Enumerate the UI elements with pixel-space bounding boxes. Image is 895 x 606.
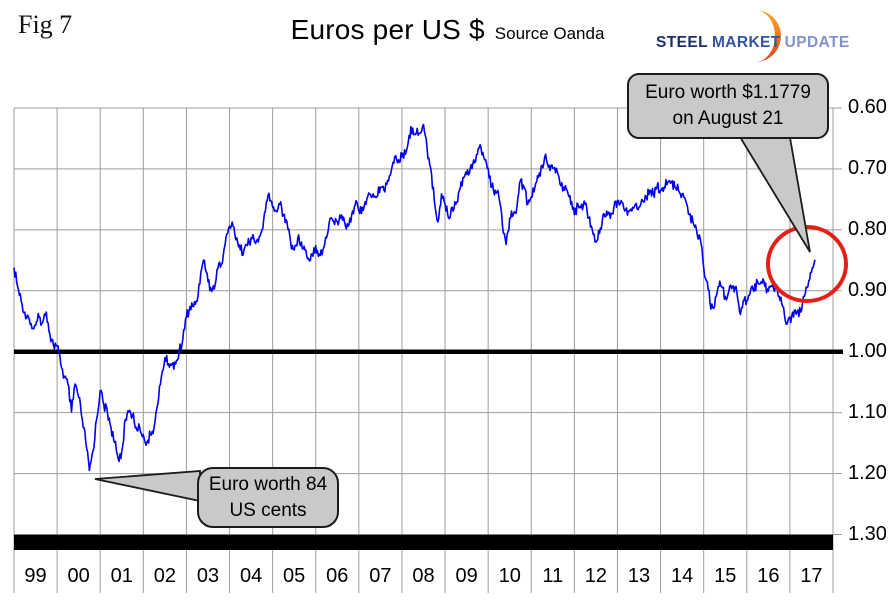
x-tick-label: 12: [584, 565, 608, 587]
y-tick-label: 1.10: [848, 400, 887, 423]
x-tick-label: 15: [714, 565, 737, 587]
callout-line: US cents: [229, 499, 307, 521]
x-tick-label: 08: [412, 565, 435, 587]
callout-august-21: Euro worth $1.1779 on August 21: [627, 73, 829, 139]
x-tick-label: 00: [67, 565, 90, 587]
bottom-bar: [14, 534, 833, 550]
x-tick-label: 99: [24, 565, 47, 587]
x-tick-label: 17: [800, 565, 823, 587]
x-tick-label: 11: [542, 565, 564, 587]
figure-number: Fig 7: [18, 10, 73, 39]
chart-title: Euros per US $: [290, 14, 485, 45]
y-tick-label: 1.30: [848, 522, 887, 545]
y-tick-label: 0.60: [848, 96, 887, 118]
chart-source: Source Oanda: [494, 24, 605, 43]
x-tick-label: 05: [283, 565, 306, 587]
y-tick-label: 0.90: [848, 278, 887, 301]
callout-84-cents: Euro worth 84 US cents: [197, 467, 339, 528]
logo-word-market: MARKET: [711, 34, 781, 51]
x-tick-label: 16: [757, 565, 780, 587]
x-tick-label: 10: [498, 565, 521, 587]
y-tick-label: 0.70: [848, 156, 887, 179]
x-tick-label: 14: [671, 565, 694, 587]
logo-swoosh-icon: [755, 10, 781, 62]
x-tick-label: 02: [153, 565, 176, 587]
callout-line: Euro worth $1.1779: [645, 82, 811, 104]
x-tick-label: 09: [455, 565, 478, 587]
callout-top-tail: [735, 131, 811, 253]
x-tick-label: 07: [369, 565, 392, 587]
logo-word-update: UPDATE: [784, 34, 850, 51]
y-tick-label: 1.20: [848, 461, 887, 484]
x-tick-label: 04: [239, 565, 263, 587]
exchange-rate-line: [13, 123, 816, 472]
x-tick-label: 13: [627, 565, 651, 587]
x-tick-label: 01: [110, 565, 133, 587]
logo-text: STEEL MARKET UPDATE: [656, 34, 854, 52]
x-tick-label: 03: [196, 565, 220, 587]
callout-line: Euro worth 84: [208, 473, 328, 495]
steel-market-update-logo: STEEL MARKET UPDATE: [645, 5, 865, 65]
y-tick-label: 0.80: [848, 217, 887, 240]
x-tick-label: 06: [326, 565, 349, 587]
chart-header: Euros per US $ Source Oanda: [0, 14, 895, 46]
highlight-circle: [766, 225, 848, 303]
callout-bottom-tail: [94, 470, 201, 503]
callout-line: on August 21: [672, 108, 784, 129]
logo-word-steel: STEEL: [656, 34, 708, 51]
y-tick-label: 1.00: [848, 339, 887, 362]
horizontal-gridlines: [14, 107, 843, 550]
